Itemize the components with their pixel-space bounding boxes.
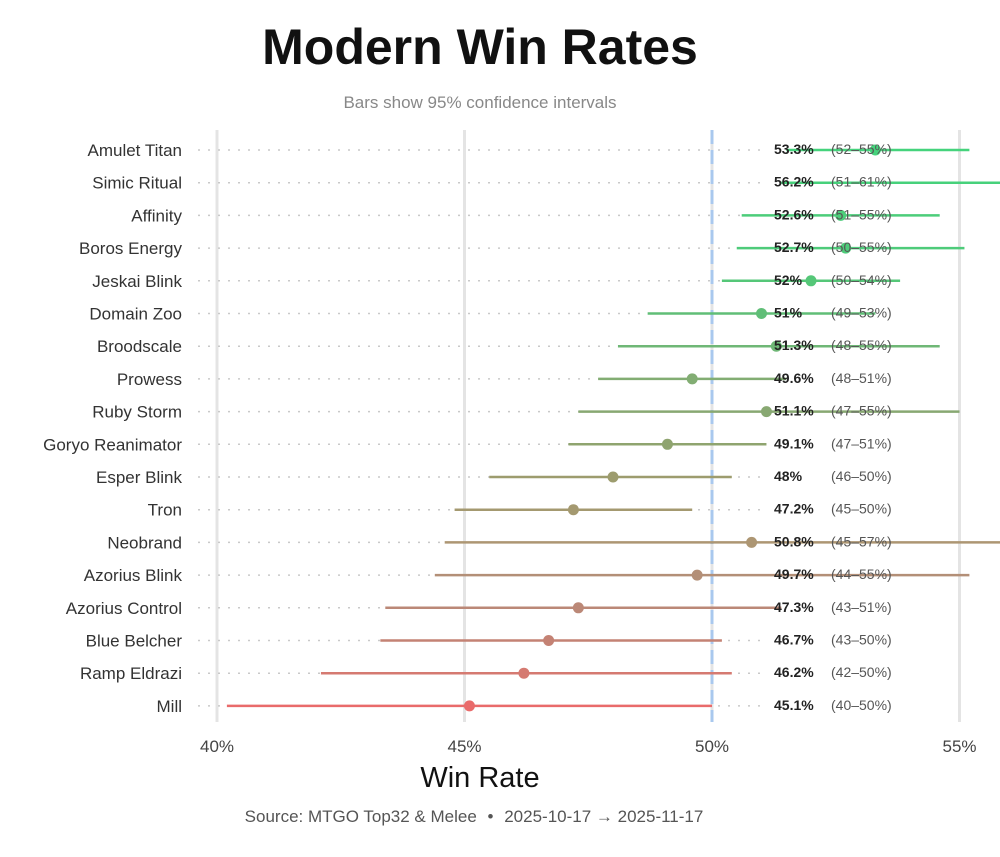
point-estimate xyxy=(691,569,703,581)
point-estimate xyxy=(756,308,767,319)
ci-label: (48–55%) xyxy=(831,337,892,353)
archetype-label: Azorius Blink xyxy=(84,566,183,585)
x-axis-label: Win Rate xyxy=(420,762,539,794)
ci-label: (51–61%) xyxy=(831,174,892,190)
ci-label: (45–57%) xyxy=(831,533,892,549)
ci-label: (43–51%) xyxy=(831,599,892,615)
ci-label: (52–55%) xyxy=(831,141,892,157)
win-rate-label: 47.3% xyxy=(774,599,814,615)
archetype-label: Domain Zoo xyxy=(89,305,182,324)
ci-label: (46–50%) xyxy=(831,468,892,484)
archetype-label: Neobrand xyxy=(107,533,182,552)
win-rate-label: 49.1% xyxy=(774,435,814,451)
date-range: 2025-10-17 → 2025-11-17 xyxy=(504,807,704,826)
ci-label: (48–51%) xyxy=(831,370,892,386)
point-estimate xyxy=(746,536,758,548)
ci-label: (50–54%) xyxy=(831,272,892,288)
point-estimate xyxy=(543,635,555,646)
point-estimate xyxy=(686,373,698,385)
ci-label: (40–50%) xyxy=(831,697,892,713)
point-estimate xyxy=(572,602,584,614)
point-estimate xyxy=(518,667,530,679)
point-estimate xyxy=(760,406,772,418)
ci-label: (44–55%) xyxy=(831,566,892,582)
archetype-label: Blue Belcher xyxy=(86,632,183,651)
win-rate-label: 49.6% xyxy=(774,370,814,386)
point-estimate xyxy=(770,340,782,352)
win-rate-label: 50.8% xyxy=(774,533,814,549)
win-rate-label: 48% xyxy=(774,468,803,484)
archetype-label: Ramp Eldrazi xyxy=(80,664,182,683)
win-rate-label: 52.7% xyxy=(774,239,814,255)
ci-label: (49–53%) xyxy=(831,305,892,321)
archetype-label: Simic Ritual xyxy=(92,174,182,193)
ci-label: (45–50%) xyxy=(831,501,892,517)
ci-label: (47–51%) xyxy=(831,435,892,451)
ci-label: (42–50%) xyxy=(831,664,892,680)
win-rate-label: 51.1% xyxy=(774,403,814,419)
win-rate-label: 56.2% xyxy=(774,174,814,190)
archetype-label: Ruby Storm xyxy=(92,403,182,422)
win-rate-label: 51.3% xyxy=(774,337,814,353)
archetype-label: Esper Blink xyxy=(96,468,182,487)
archetype-label: Amulet Titan xyxy=(88,141,183,160)
win-rate-label: 52.6% xyxy=(774,206,814,222)
point-estimate xyxy=(607,471,619,483)
point-estimate xyxy=(661,438,673,450)
archetype-label: Boros Energy xyxy=(79,239,182,258)
chart-subtitle: Bars show 95% confidence intervals xyxy=(343,93,617,112)
ci-label: (51–55%) xyxy=(831,206,892,222)
archetype-label: Goryo Reanimator xyxy=(43,435,182,454)
point-estimate xyxy=(840,242,852,254)
chart-title: Modern Win Rates xyxy=(262,19,698,75)
archetype-label: Azorius Control xyxy=(66,599,182,618)
archetype-label: Mill xyxy=(157,697,183,716)
archetype-label: Broodscale xyxy=(97,337,182,356)
ci-label: (47–55%) xyxy=(831,403,892,419)
win-rate-label: 53.3% xyxy=(774,141,814,157)
win-rate-label: 46.2% xyxy=(774,664,814,680)
x-tick-label: 50% xyxy=(695,737,729,756)
x-tick-label: 40% xyxy=(200,737,234,756)
point-estimate xyxy=(805,275,817,287)
win-rate-label: 49.7% xyxy=(774,566,814,582)
archetype-label: Affinity xyxy=(131,206,182,225)
win-rate-label: 51% xyxy=(774,305,803,321)
ci-label: (43–50%) xyxy=(831,632,892,648)
source-text: Source: MTGO Top32 & Melee xyxy=(244,807,477,826)
point-estimate xyxy=(835,209,847,221)
win-rate-label: 45.1% xyxy=(774,697,814,713)
x-tick-label: 55% xyxy=(942,737,976,756)
x-tick-label: 45% xyxy=(447,737,481,756)
source-footer: Source: MTGO Top32 & Melee • 2025-10-17 … xyxy=(0,807,948,827)
point-estimate xyxy=(567,504,579,516)
point-estimate xyxy=(463,700,475,712)
win-rate-label: 52% xyxy=(774,272,803,288)
win-rate-label: 46.7% xyxy=(774,632,814,648)
archetype-label: Tron xyxy=(148,501,182,520)
archetype-label: Jeskai Blink xyxy=(92,272,182,291)
archetype-label: Prowess xyxy=(117,370,182,389)
separator-dot: • xyxy=(487,807,494,826)
win-rate-label: 47.2% xyxy=(774,501,814,517)
ci-label: (50–55%) xyxy=(831,239,892,255)
point-estimate xyxy=(869,144,881,156)
